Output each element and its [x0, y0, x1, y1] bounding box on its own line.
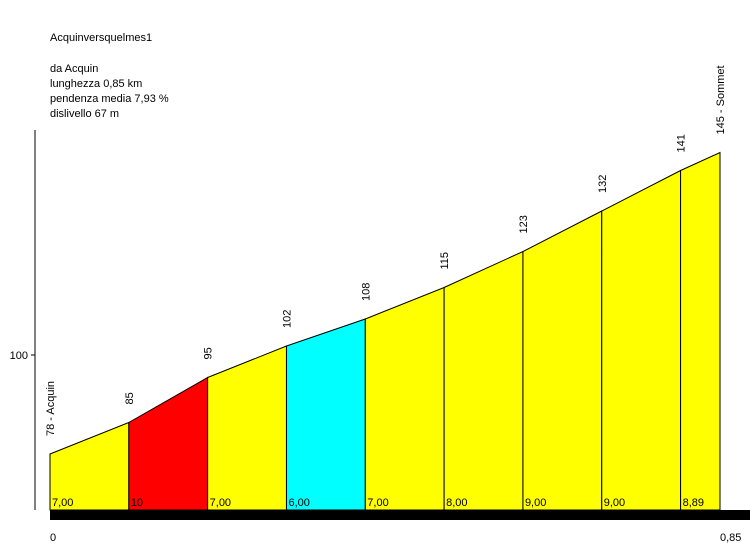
segment-gradient-label: 7,00	[210, 497, 231, 509]
segment-gradient-label: 10	[131, 497, 143, 509]
segment-area	[443, 250, 524, 511]
y-tick-label: 100	[10, 350, 28, 362]
segment-area	[128, 376, 209, 511]
chart-title: Acquinversquelmes1	[50, 32, 152, 44]
plot-area: 100 7,00 10 7,00 6,00 7,00 8,00 9,00 9,00 8,89 0 0,…	[10, 65, 750, 544]
altitude-label: 145 - Sommet	[715, 65, 727, 134]
altitude-label: 78 - Acquin	[45, 381, 57, 436]
segment-area	[680, 151, 721, 511]
segment-gradient-label: 6,00	[288, 497, 309, 509]
altitude-label: 141	[676, 134, 688, 152]
segment-area	[364, 286, 445, 511]
segment-area	[601, 169, 682, 511]
x-end-label: 0,85	[720, 532, 741, 544]
segment-gradient-label: 8,89	[683, 497, 704, 509]
info-line-origin: da Acquin	[50, 63, 98, 75]
info-line-elevation-gain: dislivello 67 m	[50, 108, 119, 120]
altitude-label: 108	[360, 283, 372, 301]
segment-area	[522, 210, 603, 511]
distance-base-bar	[50, 510, 750, 520]
x-start-label: 0	[50, 532, 56, 544]
segment-gradient-label: 8,00	[446, 497, 467, 509]
info-line-length: lunghezza 0,85 km	[50, 78, 142, 90]
segment-area	[285, 318, 366, 511]
altitude-label: 115	[439, 252, 451, 270]
altitude-label: 123	[518, 215, 530, 233]
altitude-label: 85	[124, 392, 136, 404]
segment-gradient-label: 7,00	[52, 497, 73, 509]
altitude-label: 102	[281, 310, 293, 328]
info-line-average-gradient: pendenza media 7,93 %	[50, 93, 169, 105]
segment-area	[207, 345, 287, 511]
segment-gradient-label: 9,00	[525, 497, 546, 509]
altitude-label: 132	[597, 175, 609, 193]
altitude-label: 95	[203, 347, 215, 359]
segment-gradient-label: 9,00	[604, 497, 625, 509]
segment-gradient-label: 7,00	[367, 497, 388, 509]
